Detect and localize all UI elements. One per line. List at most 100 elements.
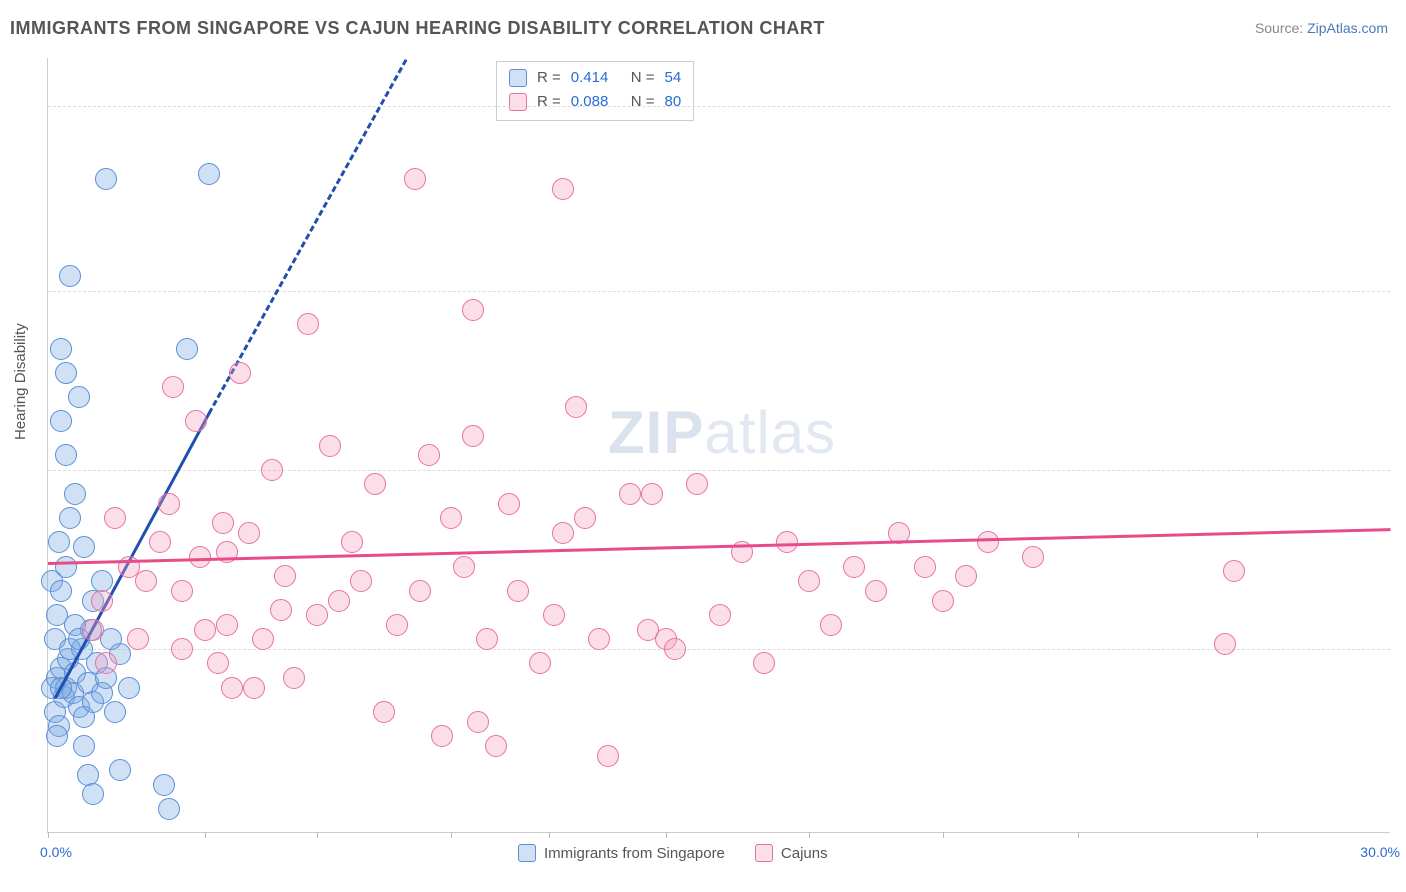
x-axis-min: 0.0% [40,844,72,860]
x-tick [1078,832,1079,838]
trend-line [208,59,408,414]
x-tick [809,832,810,838]
data-point [270,599,292,621]
stats-legend: R =0.414N =54R =0.088N =80 [496,61,694,121]
data-point [597,745,619,767]
data-point [73,735,95,757]
data-point [574,507,596,529]
data-point [176,338,198,360]
data-point [55,556,77,578]
data-point [341,531,363,553]
data-point [229,362,251,384]
data-point [216,614,238,636]
data-point [529,652,551,674]
data-point [664,638,686,660]
data-point [194,619,216,641]
y-tick-label: 11.2% [1396,284,1406,300]
x-tick [1257,832,1258,838]
data-point [431,725,453,747]
data-point [404,168,426,190]
data-point [865,580,887,602]
data-point [50,338,72,360]
data-point [153,774,175,796]
legend-swatch [509,69,527,87]
data-point [462,299,484,321]
gridline-h: 7.5% [48,470,1390,471]
data-point [955,565,977,587]
data-point [1223,560,1245,582]
data-point [485,735,507,757]
data-point [977,531,999,553]
x-axis-max: 30.0% [1360,844,1400,860]
y-axis-label: Hearing Disability [12,323,29,440]
data-point [243,677,265,699]
data-point [109,759,131,781]
data-point [453,556,475,578]
data-point [171,638,193,660]
data-point [64,483,86,505]
data-point [59,265,81,287]
data-point [641,483,663,505]
data-point [283,667,305,689]
data-point [328,590,350,612]
x-tick [943,832,944,838]
data-point [158,493,180,515]
x-tick [666,832,667,838]
data-point [619,483,641,505]
data-point [409,580,431,602]
x-tick [549,832,550,838]
data-point [91,590,113,612]
data-point [306,604,328,626]
y-tick-label: 15.0% [1396,99,1406,115]
series-name: Cajuns [781,845,828,862]
data-point [319,435,341,457]
data-point [104,701,126,723]
x-tick [205,832,206,838]
data-point [55,444,77,466]
data-point [149,531,171,553]
gridline-h: 3.8% [48,649,1390,650]
chart-title: IMMIGRANTS FROM SINGAPORE VS CAJUN HEARI… [10,18,825,39]
data-point [50,580,72,602]
source-link[interactable]: ZipAtlas.com [1307,20,1388,36]
data-point [95,652,117,674]
plot-area: ZIPatlas R =0.414N =54R =0.088N =80 Immi… [47,58,1390,833]
data-point [73,536,95,558]
data-point [932,590,954,612]
data-point [185,410,207,432]
source-text: Source: ZipAtlas.com [1255,20,1388,36]
data-point [238,522,260,544]
data-point [350,570,372,592]
stats-legend-row: R =0.414N =54 [509,66,681,90]
data-point [212,512,234,534]
data-point [77,764,99,786]
data-point [162,376,184,398]
bottom-legend-item: Cajuns [755,844,828,862]
legend-R-label: R = [537,90,561,114]
watermark: ZIPatlas [608,398,836,467]
data-point [95,168,117,190]
data-point [386,614,408,636]
data-point [418,444,440,466]
data-point [261,459,283,481]
data-point [498,493,520,515]
data-point [843,556,865,578]
data-point [274,565,296,587]
data-point [50,410,72,432]
gridline-h: 11.2% [48,291,1390,292]
data-point [462,425,484,447]
data-point [543,604,565,626]
data-point [171,580,193,602]
data-point [68,386,90,408]
data-point [467,711,489,733]
data-point [48,531,70,553]
legend-R-label: R = [537,66,561,90]
data-point [507,580,529,602]
data-point [798,570,820,592]
data-point [552,522,574,544]
legend-swatch [509,93,527,111]
legend-swatch [518,844,536,862]
data-point [440,507,462,529]
data-point [46,725,68,747]
data-point [552,178,574,200]
